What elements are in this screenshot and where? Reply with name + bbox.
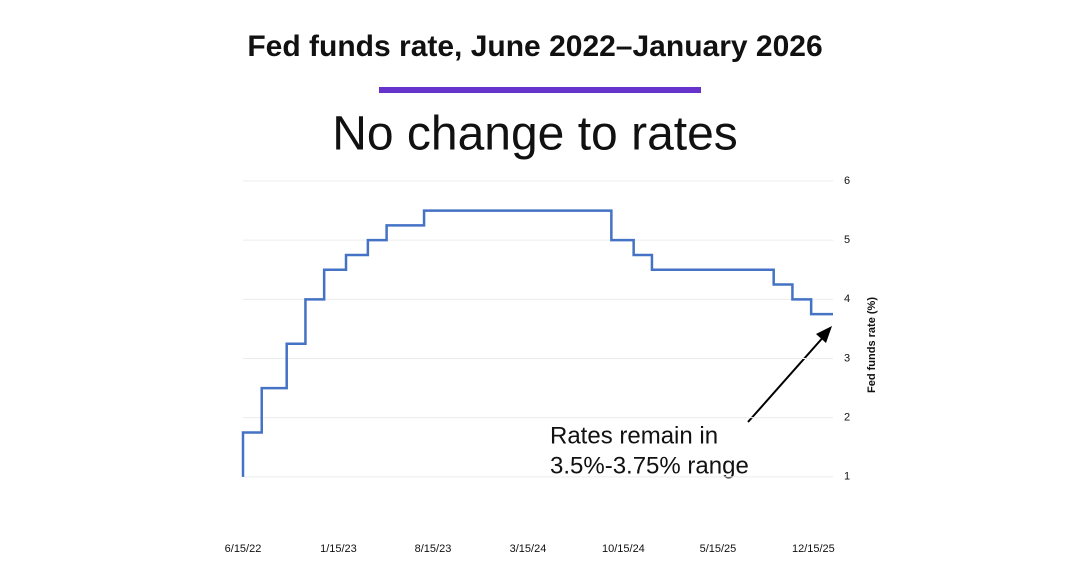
annotation-arrow xyxy=(747,333,827,423)
y-tick-label: 1 xyxy=(844,471,850,483)
y-tick-label: 5 xyxy=(844,234,850,246)
y-tick-label: 6 xyxy=(844,175,850,187)
chart-subtitle: No change to rates xyxy=(332,108,738,161)
x-tick-label: 6/15/22 xyxy=(225,543,262,555)
line-series xyxy=(241,209,833,477)
chart-title: Fed funds rate, June 2022–January 2026 xyxy=(247,30,822,63)
y-tick-label: 4 xyxy=(844,293,850,305)
annotation: Rates remain in xyxy=(550,422,718,449)
x-tick-label: 3/15/24 xyxy=(510,543,547,555)
y-tick-label: 3 xyxy=(844,352,850,364)
title-accent xyxy=(379,87,701,93)
y-tick-label: 2 xyxy=(844,412,850,424)
annotation: 3.5%-3.75% range xyxy=(550,452,749,479)
x-tick-label: 5/15/25 xyxy=(700,543,737,555)
annotation-arrowhead xyxy=(816,326,832,343)
x-tick-label: 12/15/25 xyxy=(792,543,835,555)
x-tick-label: 8/15/23 xyxy=(415,543,452,555)
x-tick-label: 1/15/23 xyxy=(320,543,357,555)
y-axis-label: Fed funds rate (%) xyxy=(866,297,878,393)
x-tick-label: 10/15/24 xyxy=(602,543,645,555)
